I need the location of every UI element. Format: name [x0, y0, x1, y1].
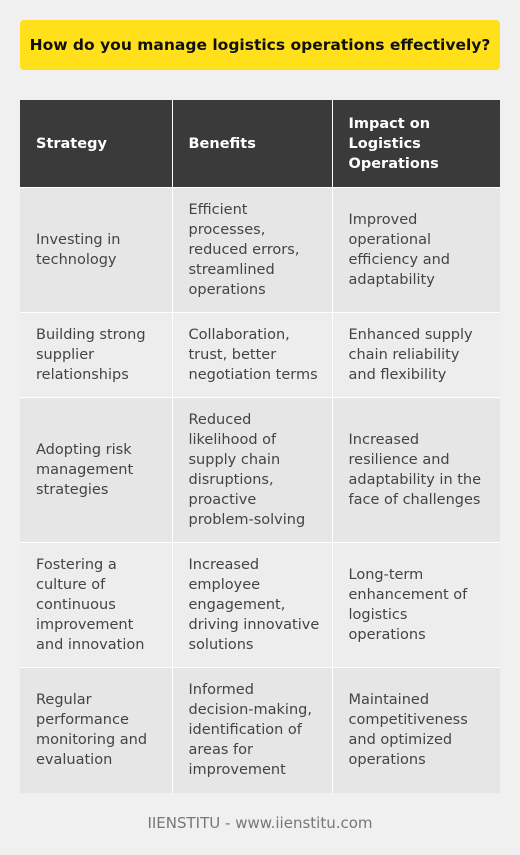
footer-credit: IIENSTITU - www.iienstitu.com [147, 814, 373, 832]
cell-impact: Enhanced supply chain reliability and fl… [332, 312, 500, 398]
cell-strategy: Building strong supplier relationships [20, 312, 173, 398]
header-impact: Impact on Logistics Operations [332, 100, 500, 188]
table-header-row: Strategy Benefits Impact on Logistics Op… [20, 100, 500, 188]
page-title: How do you manage logistics operations e… [20, 20, 500, 70]
cell-impact: Improved operational efficiency and adap… [332, 187, 500, 313]
cell-benefits: Reduced likelihood of supply chain disru… [172, 397, 333, 543]
cell-strategy: Adopting risk management strategies [20, 397, 173, 543]
cell-impact: Increased resilience and adaptability in… [332, 397, 500, 543]
cell-impact: Maintained competitiveness and optimized… [332, 667, 500, 793]
cell-benefits: Collaboration, trust, better negotiation… [172, 312, 333, 398]
strategy-table: Strategy Benefits Impact on Logistics Op… [20, 100, 500, 793]
cell-benefits: Informed decision-making, identification… [172, 667, 333, 793]
table-row: Building strong supplier relationships C… [20, 312, 500, 398]
cell-strategy: Investing in technology [20, 187, 173, 313]
cell-strategy: Regular performance monitoring and evalu… [20, 667, 173, 793]
cell-benefits: Increased employee engagement, driving i… [172, 542, 333, 668]
cell-benefits: Efficient processes, reduced errors, str… [172, 187, 333, 313]
cell-impact: Long-term enhancement of logistics opera… [332, 542, 500, 668]
cell-strategy: Fostering a culture of continuous improv… [20, 542, 173, 668]
table-row: Adopting risk management strategies Redu… [20, 397, 500, 543]
table-row: Fostering a culture of continuous improv… [20, 542, 500, 668]
header-benefits: Benefits [172, 100, 333, 188]
table-row: Regular performance monitoring and evalu… [20, 667, 500, 793]
table-row: Investing in technology Efficient proces… [20, 187, 500, 313]
header-strategy: Strategy [20, 100, 173, 188]
